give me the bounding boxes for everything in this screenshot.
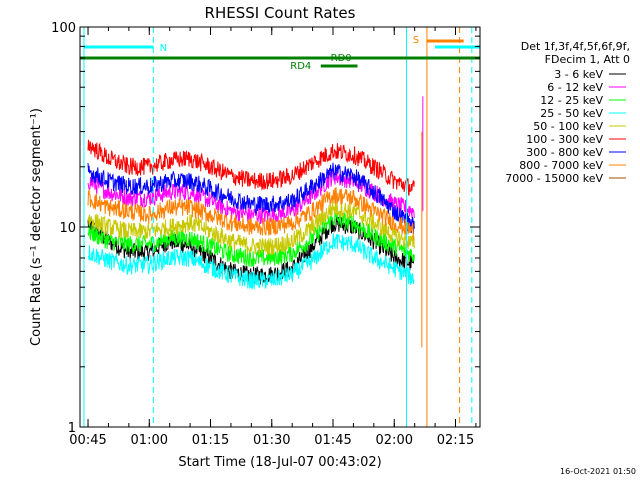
annotation-label-rd4: RD4 — [290, 61, 311, 72]
annotation-label-n: N — [160, 43, 167, 54]
series-trace-2 — [87, 212, 415, 267]
legend-label-1: 6 - 12 keV — [547, 81, 603, 94]
x-tick-label-4: 01:45 — [314, 433, 351, 448]
x-tick-label-6: 02:15 — [437, 433, 474, 448]
x-tick-label-3: 01:30 — [253, 433, 290, 448]
y-tick-label-1: 10 — [59, 221, 76, 236]
legend-label-2: 12 - 25 keV — [540, 94, 603, 107]
series-traces — [87, 96, 424, 348]
legend-header-line-1: Det 1f,3f,4f,5f,6f,9f, — [521, 40, 630, 53]
series-trace-7 — [87, 187, 415, 241]
series-trace-5 — [87, 139, 415, 196]
y-tick-label-0: 1 — [68, 421, 76, 436]
series-trace-4 — [87, 200, 415, 256]
annotation-label-rd0: RD0 — [331, 53, 352, 64]
legend-label-7: 800 - 7000 keV — [519, 159, 603, 172]
annotation-label-s: S — [413, 35, 419, 46]
legend-header-line-2: FDecim 1, Att 0 — [545, 53, 630, 66]
axes: 00:45 01:00 01:15 01:30 01:45 02:00 02:15 1 10 10… — [51, 21, 480, 448]
legend-label-3: 25 - 50 keV — [540, 107, 603, 120]
x-tick-label-5: 02:00 — [376, 433, 413, 448]
x-tick-label-2: 01:15 — [192, 433, 229, 448]
series-trace-3 — [87, 233, 415, 290]
legend-label-4: 50 - 100 keV — [533, 120, 603, 133]
legend-label-0: 3 - 6 keV — [554, 68, 603, 81]
x-tick-label-0: 00:45 — [69, 433, 106, 448]
legend-label-6: 300 - 800 keV — [526, 146, 603, 159]
x-tick-label-1: 01:00 — [131, 433, 168, 448]
series-trace-6 — [87, 162, 415, 235]
legend: Det 1f,3f,4f,5f,6f,9f, FDecim 1, Att 0 3… — [505, 40, 630, 185]
x-axis-label: Start Time (18-Jul-07 00:43:02) — [178, 455, 381, 470]
y-tick-label-2: 100 — [51, 21, 76, 36]
chart-title: RHESSI Count Rates — [205, 4, 356, 22]
legend-label-5: 100 - 300 keV — [526, 133, 603, 146]
y-axis-label: Count Rate (s⁻¹ detector segment⁻¹) — [29, 108, 44, 346]
timestamp: 16-Oct-2021 01:50 — [560, 467, 636, 476]
legend-label-8: 7000 - 15000 keV — [505, 172, 603, 185]
